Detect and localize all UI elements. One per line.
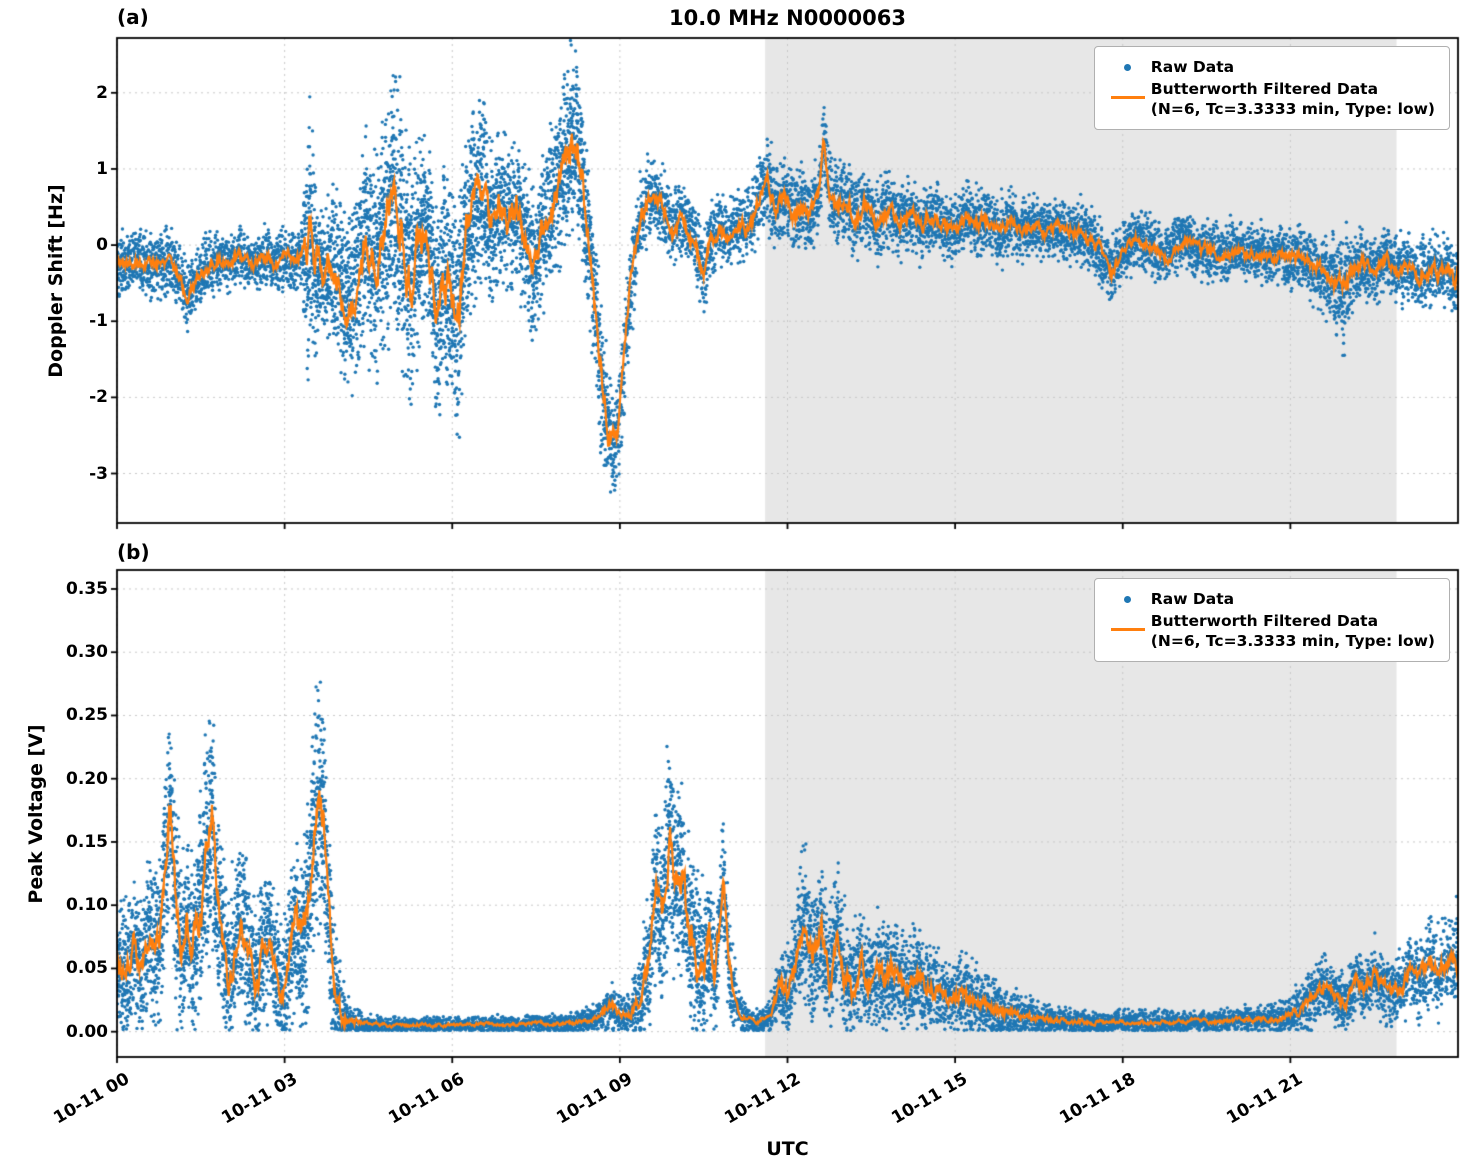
y-tick-label: 1 [96, 158, 108, 179]
legend-entry-raw: Raw Data [1105, 57, 1435, 77]
panel-a-label: (a) [117, 5, 149, 29]
y-tick-label: 0.25 [66, 705, 108, 726]
y-tick-label: 0.30 [66, 642, 108, 663]
legend-filtered-label-line1: Butterworth Filtered Data [1150, 612, 1379, 631]
legend-panel-a: Raw Data Butterworth Filtered Data (N=6,… [1093, 46, 1450, 131]
y-tick-label: 0.05 [66, 958, 108, 979]
legend-raw-label: Raw Data [1150, 590, 1235, 608]
legend-entry-filtered: Butterworth Filtered Data (N=6, Tc=3.333… [1105, 79, 1435, 119]
legend-filtered-label-line1: Butterworth Filtered Data [1150, 80, 1379, 99]
y-tick-label: 0.20 [66, 768, 108, 789]
legend-raw-label: Raw Data [1150, 58, 1235, 76]
legend-filtered-label-line2: (N=6, Tc=3.3333 min, Type: low) [1150, 100, 1435, 119]
filtered-line-marker-icon [1105, 87, 1151, 107]
x-axis-label: UTC [766, 1138, 809, 1160]
y-tick-label: 0.00 [66, 1021, 108, 1042]
legend-entry-raw: Raw Data [1105, 589, 1435, 609]
y-axis-label-b: Peak Voltage [V] [25, 724, 47, 904]
y-tick-label: 0.15 [66, 831, 108, 852]
filtered-line-marker-icon [1105, 619, 1151, 639]
legend-panel-b: Raw Data Butterworth Filtered Data (N=6,… [1093, 578, 1450, 663]
legend-filtered-label: Butterworth Filtered Data (N=6, Tc=3.333… [1151, 79, 1435, 119]
y-tick-label: 0 [96, 235, 108, 256]
y-tick-label: 0.10 [66, 895, 108, 916]
y-tick-label: -1 [89, 311, 108, 332]
raw-data-marker-icon [1105, 57, 1151, 77]
panel-b-label: (b) [117, 540, 150, 564]
chart-title: 10.0 MHz N0000063 [669, 6, 906, 30]
y-tick-label: -2 [89, 387, 108, 408]
y-tick-label: 0.35 [66, 578, 108, 599]
legend-entry-filtered: Butterworth Filtered Data (N=6, Tc=3.333… [1105, 611, 1435, 651]
y-tick-label: 2 [96, 82, 108, 103]
raw-data-marker-icon [1105, 589, 1151, 609]
legend-filtered-label-line2: (N=6, Tc=3.3333 min, Type: low) [1150, 632, 1435, 651]
legend-filtered-label: Butterworth Filtered Data (N=6, Tc=3.333… [1151, 611, 1435, 651]
y-tick-label: -3 [89, 463, 108, 484]
